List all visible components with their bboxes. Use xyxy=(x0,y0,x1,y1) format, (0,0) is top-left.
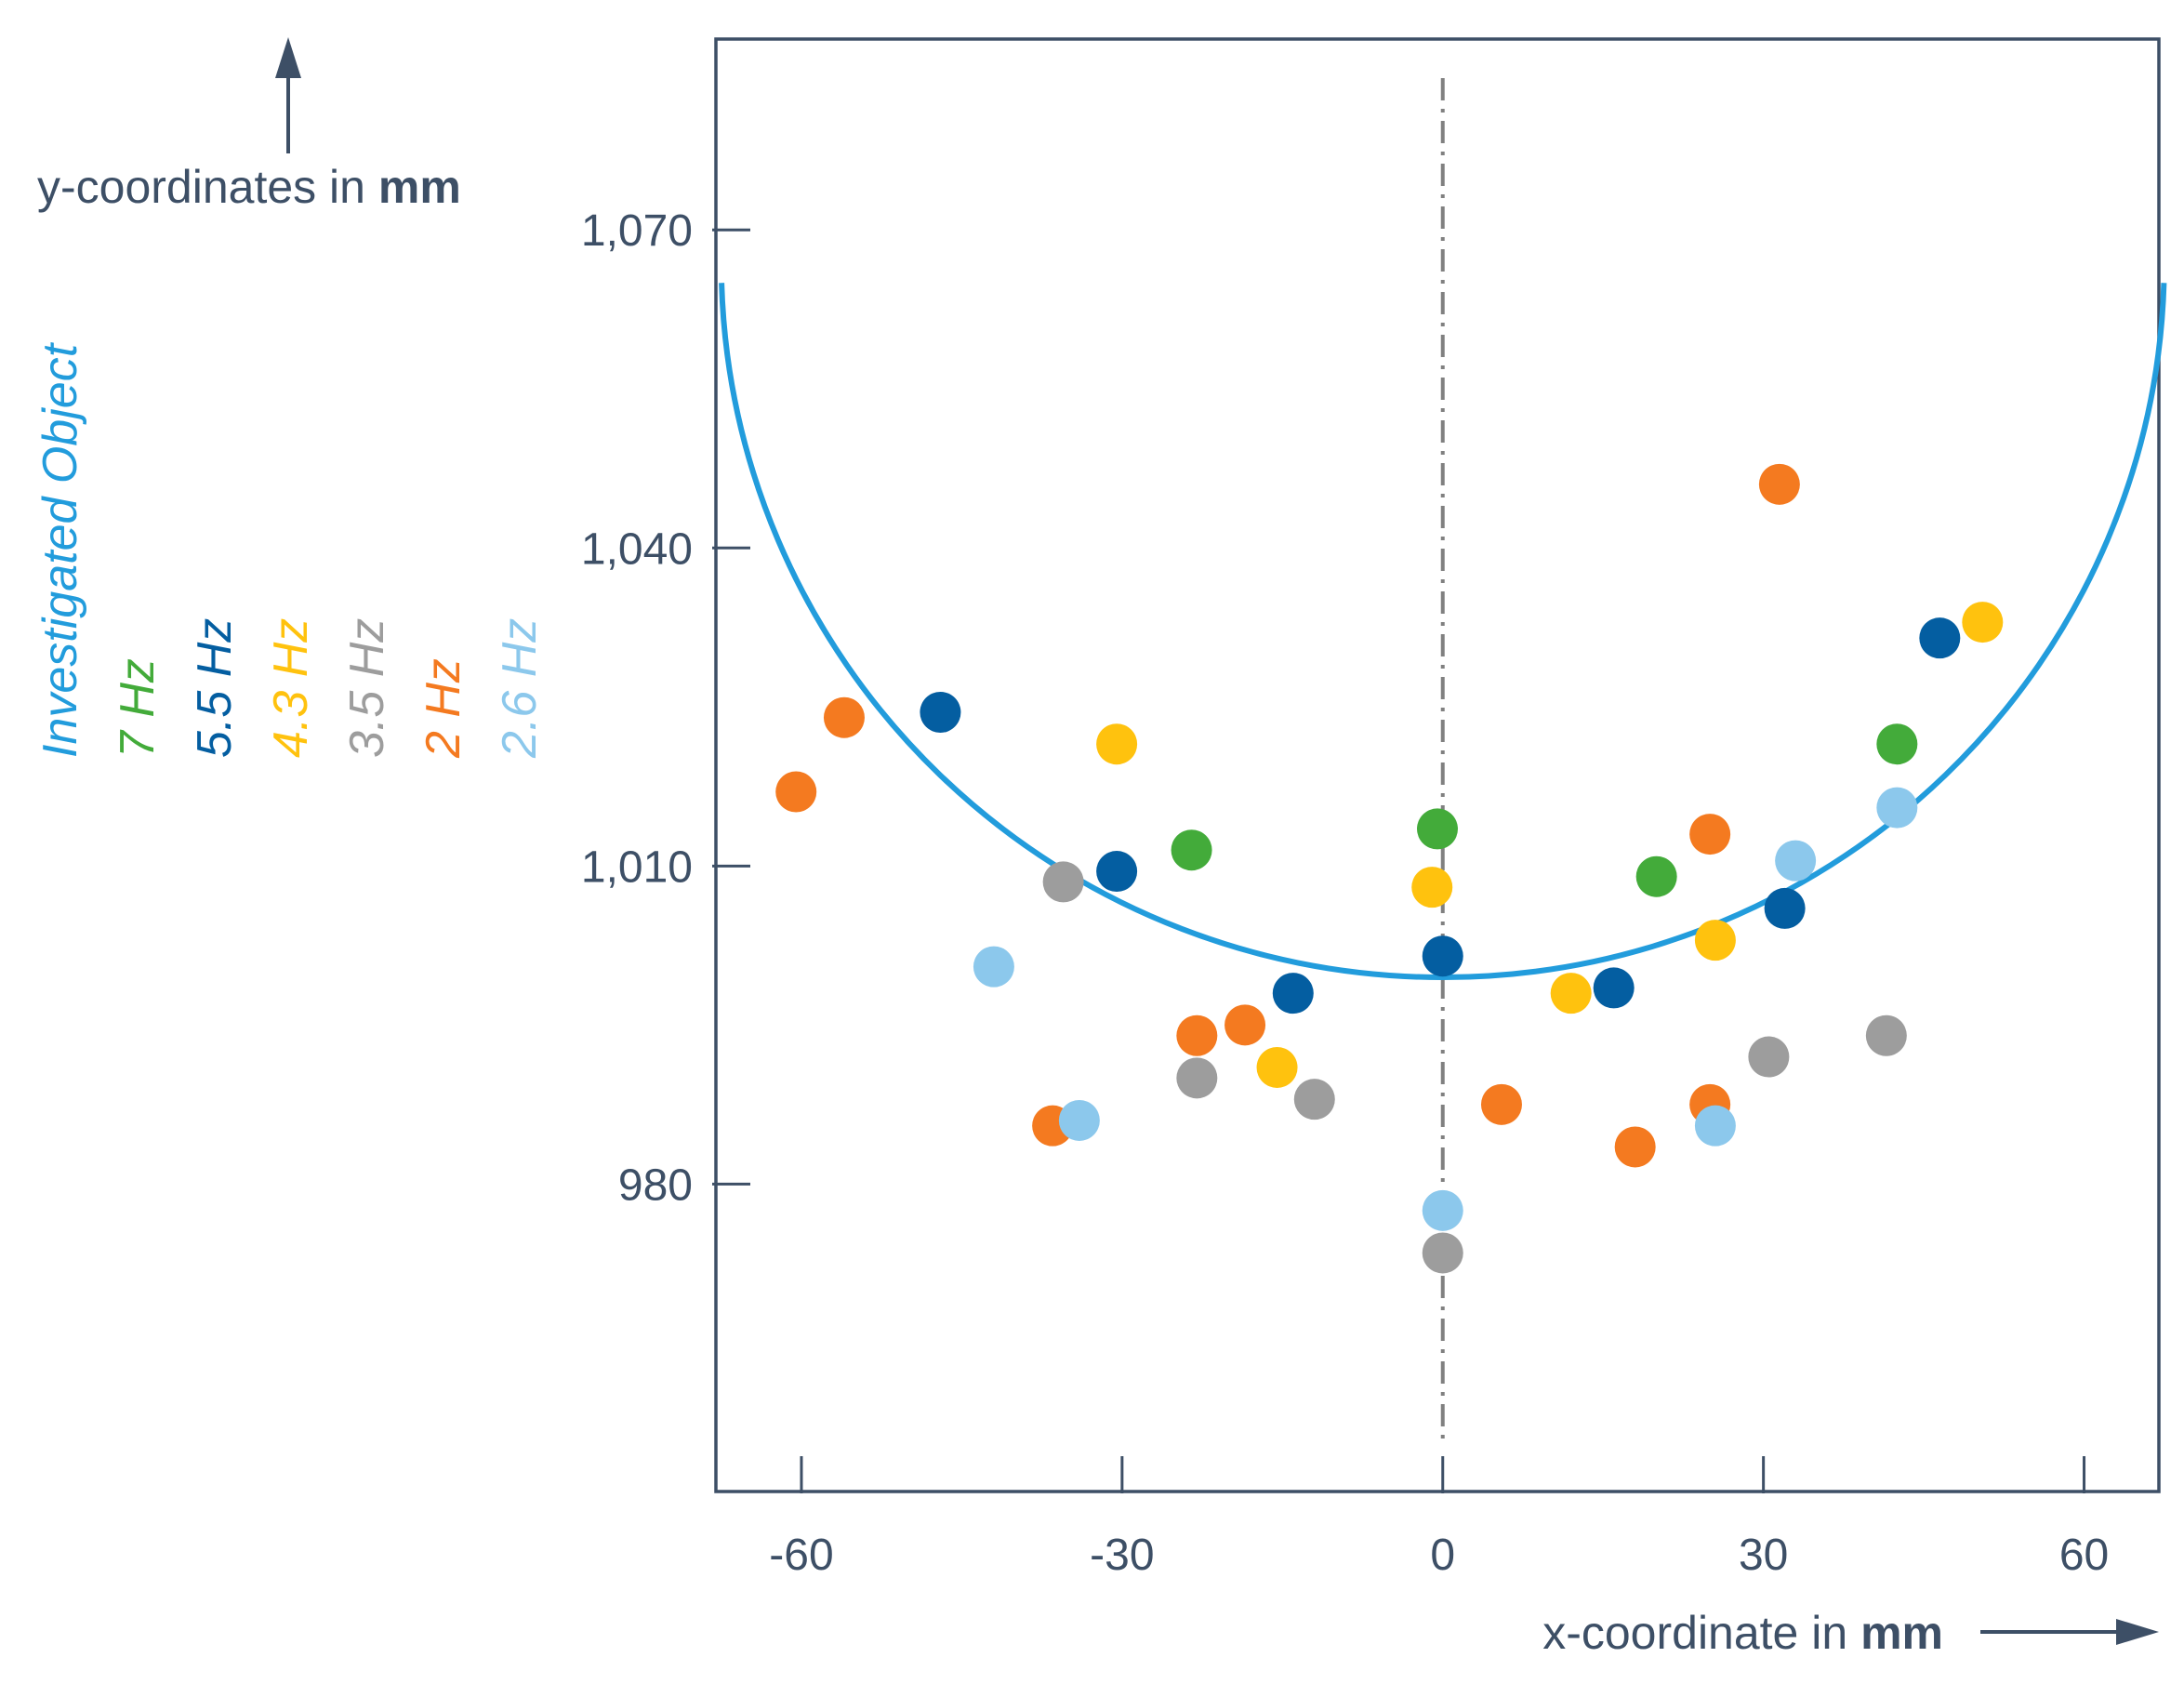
legend-item: 2.6 Hz xyxy=(493,618,547,759)
data-point-2-hz xyxy=(775,771,817,813)
data-point-2-hz xyxy=(1176,1014,1218,1056)
data-point-2-hz xyxy=(1758,463,1800,505)
data-point-2-hz xyxy=(823,696,865,738)
data-point-2_6-hz xyxy=(1058,1099,1100,1141)
data-point-3_5-hz xyxy=(1865,1014,1907,1056)
data-point-5_5-hz xyxy=(1919,617,1961,659)
data-point-4_3-hz xyxy=(1096,723,1138,765)
y-axis-arrowhead-icon xyxy=(275,37,301,78)
data-point-4_3-hz xyxy=(1256,1046,1298,1088)
y-tick-label: 1,040 xyxy=(581,524,693,574)
x-axis-title-unit: mm xyxy=(1860,1607,1943,1659)
data-point-7-hz xyxy=(1876,723,1918,765)
y-axis-title: y-coordinates in mm xyxy=(37,161,461,213)
data-point-4_3-hz xyxy=(1411,867,1453,908)
data-point-2-hz xyxy=(1614,1126,1656,1168)
x-axis-title: x-coordinate in mm xyxy=(1542,1607,1943,1659)
y-tick-label: 1,010 xyxy=(581,842,693,892)
data-point-5_5-hz xyxy=(1764,887,1806,929)
data-point-2_6-hz xyxy=(973,946,1014,988)
y-tick-label: 1,070 xyxy=(581,206,693,256)
data-point-2-hz xyxy=(1480,1083,1522,1125)
data-point-2_6-hz xyxy=(1694,1105,1736,1147)
legend-item: 4.3 Hz xyxy=(264,618,318,758)
data-point-4_3-hz xyxy=(1962,602,2004,643)
x-tick-label: -30 xyxy=(1090,1531,1154,1580)
data-point-3_5-hz xyxy=(1422,1232,1463,1274)
investigated-object-curve xyxy=(719,283,2167,981)
data-point-3_5-hz xyxy=(1176,1057,1218,1099)
data-point-4_3-hz xyxy=(1694,920,1736,961)
data-point-5_5-hz xyxy=(920,691,961,733)
data-point-5_5-hz xyxy=(1593,967,1635,1009)
data-point-7-hz xyxy=(1171,829,1212,871)
data-point-3_5-hz xyxy=(1748,1036,1790,1078)
x-tick-label: 30 xyxy=(1739,1531,1788,1580)
legend-item: 5.5 Hz xyxy=(188,618,242,758)
x-axis-arrowhead-icon xyxy=(2116,1619,2159,1645)
legend-item: 7 Hz xyxy=(111,658,165,758)
data-point-7-hz xyxy=(1417,808,1458,850)
data-point-2_6-hz xyxy=(1775,840,1817,882)
plot-frame xyxy=(714,37,2161,1493)
data-point-3_5-hz xyxy=(1042,861,1084,903)
data-point-2_6-hz xyxy=(1422,1189,1463,1231)
data-point-2-hz xyxy=(1224,1004,1266,1046)
legend-investigated-object: Investigated Object xyxy=(33,341,87,758)
y-axis-title-text: y-coordinates in xyxy=(37,161,378,213)
data-point-5_5-hz xyxy=(1272,973,1314,1014)
data-point-4_3-hz xyxy=(1550,973,1592,1014)
legend-item: 3.5 Hz xyxy=(340,618,394,758)
data-point-5_5-hz xyxy=(1096,851,1138,893)
y-axis-title-unit: mm xyxy=(378,161,461,213)
data-point-2-hz xyxy=(1689,814,1731,855)
x-axis-title-text: x-coordinate in xyxy=(1542,1607,1860,1659)
data-point-5_5-hz xyxy=(1422,935,1463,977)
legend-item: 2 Hz xyxy=(417,658,470,759)
data-point-3_5-hz xyxy=(1293,1079,1335,1120)
y-tick-label: 980 xyxy=(618,1160,693,1210)
data-point-2_6-hz xyxy=(1876,787,1918,829)
x-tick-label: 0 xyxy=(1430,1531,1455,1580)
x-tick-label: -60 xyxy=(769,1531,833,1580)
data-point-7-hz xyxy=(1635,855,1677,897)
x-tick-label: 60 xyxy=(2059,1531,2109,1580)
